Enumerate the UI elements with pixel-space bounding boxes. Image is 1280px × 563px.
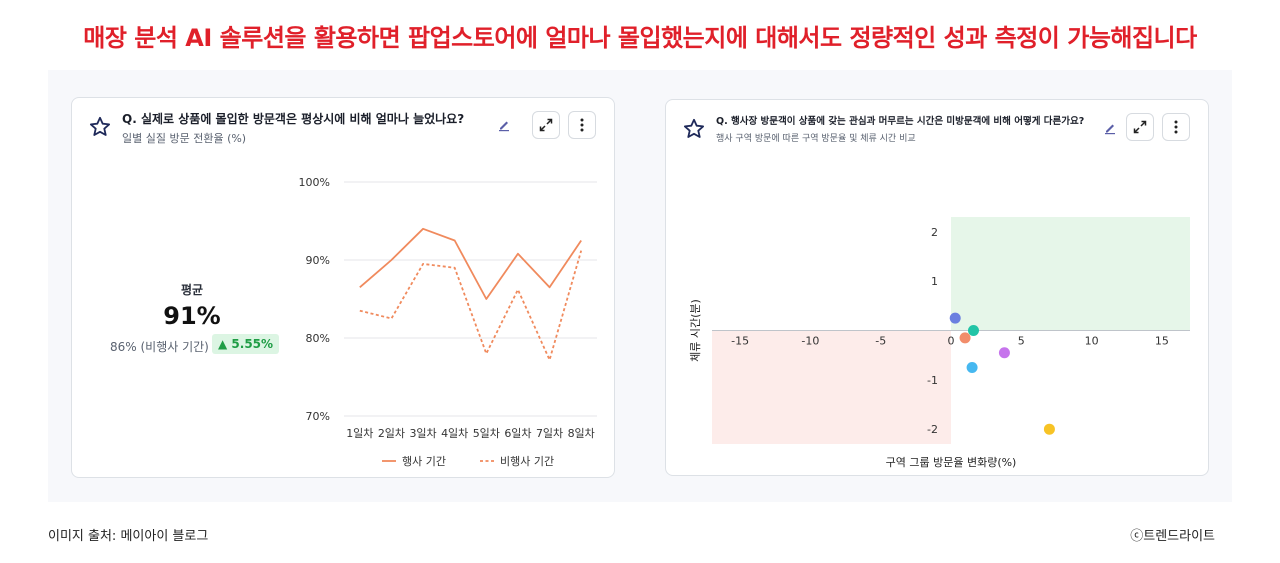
x-tick-label: 3일차	[409, 426, 436, 440]
copyright: ⓒ트렌드라이트	[1130, 529, 1215, 544]
more-button[interactable]	[568, 111, 596, 139]
star-icon[interactable]	[682, 117, 706, 141]
series-line	[359, 227, 582, 300]
y-tick-label: 1	[931, 275, 938, 288]
x-tick-label: 10	[1085, 335, 1099, 348]
pencil-icon[interactable]	[1103, 121, 1117, 135]
x-tick-label: -5	[875, 335, 886, 348]
positive-quadrant	[951, 217, 1190, 331]
x-tick-label: 0	[948, 335, 955, 348]
x-tick-label: 1일차	[346, 426, 373, 440]
x-tick-label: 4일차	[441, 426, 468, 440]
card-subtitle: 일별 실질 방문 전환율 (%)	[122, 132, 247, 145]
comparison-text: 86% (비행사 기간)	[110, 340, 209, 354]
x-tick-label: 6일차	[504, 426, 531, 440]
card-title: Q. 행사장 방문객이 상품에 갖는 관심과 머무르는 시간은 미방문객에 비해…	[716, 116, 1085, 127]
scatter-chart: -15 -10 -5 0 5 10 15 -2 -1 1 2 구역 그룹 방문율 변화량(%) 체류 시…	[689, 217, 1190, 469]
legend-label: 비행사 기간	[500, 455, 554, 468]
x-tick-label: 5일차	[473, 426, 500, 440]
x-tick-label: -15	[731, 335, 749, 348]
x-axis-label: 구역 그룹 방문율 변화량(%)	[886, 456, 1017, 469]
expand-icon	[539, 118, 553, 132]
line-chart: 70% 80% 90% 100% 1일차 2일차 3일차 4일차 5일차 6일차 7일차 8일차행사 …	[299, 176, 597, 468]
more-button[interactable]	[1162, 113, 1190, 141]
series-line	[359, 250, 583, 361]
y-tick-label: 100%	[299, 176, 330, 189]
data-point	[959, 332, 971, 344]
y-axis-label: 체류 시간(분)	[689, 299, 702, 362]
dashboard-area: Q. 실제로 상품에 몰입한 방문객은 평상시에 비해 얼마나 늘었나요? 일별…	[48, 70, 1232, 502]
pencil-icon[interactable]	[497, 118, 511, 132]
x-tick-label: 7일차	[536, 426, 563, 440]
x-tick-label: 15	[1155, 335, 1169, 348]
delta-badge: ▲ 5.55%	[212, 334, 280, 354]
y-tick-label: 70%	[306, 410, 330, 423]
expand-button[interactable]	[532, 111, 560, 139]
y-tick-label: 2	[931, 226, 938, 239]
headline: 매장 분석 AI 솔루션을 활용하면 팝업스토어에 얼마나 몰입했는지에 대해서…	[83, 24, 1197, 52]
negative-quadrant	[712, 330, 951, 444]
card-subtitle: 행사 구역 방문에 따른 구역 방문율 및 체류 시간 비교	[716, 134, 916, 144]
card-title: Q. 실제로 상품에 몰입한 방문객은 평상시에 비해 얼마나 늘었나요?	[122, 112, 465, 126]
average-value: 91%	[163, 302, 221, 330]
more-vertical-icon	[1174, 120, 1178, 134]
y-tick-label: -1	[927, 374, 938, 387]
expand-icon	[1133, 120, 1147, 134]
delta-value: 5.55%	[231, 337, 274, 351]
data-point	[998, 347, 1010, 359]
up-arrow-icon: ▲	[218, 337, 228, 351]
data-point	[1043, 423, 1055, 435]
average-label: 평균	[180, 283, 204, 297]
x-tick-label: 8일차	[568, 426, 595, 440]
x-tick-label: -10	[801, 335, 819, 348]
y-tick-label: 90%	[306, 254, 330, 267]
engagement-card: Q. 실제로 상품에 몰입한 방문객은 평상시에 비해 얼마나 늘었나요? 일별…	[71, 97, 615, 478]
data-point	[966, 362, 978, 374]
data-point	[967, 325, 979, 336]
legend-label: 행사 기간	[402, 455, 446, 468]
data-point	[949, 312, 961, 324]
y-tick-label: 80%	[306, 332, 330, 345]
dwell-time-card: Q. 행사장 방문객이 상품에 갖는 관심과 머무르는 시간은 미방문객에 비해…	[665, 99, 1209, 476]
y-tick-label: -2	[927, 423, 938, 436]
more-vertical-icon	[580, 118, 584, 132]
x-tick-label: 2일차	[378, 426, 405, 440]
x-tick-label: 5	[1018, 335, 1025, 348]
expand-button[interactable]	[1126, 113, 1154, 141]
image-source: 이미지 출처: 메이아이 블로그	[48, 529, 209, 544]
star-icon[interactable]	[88, 115, 112, 139]
